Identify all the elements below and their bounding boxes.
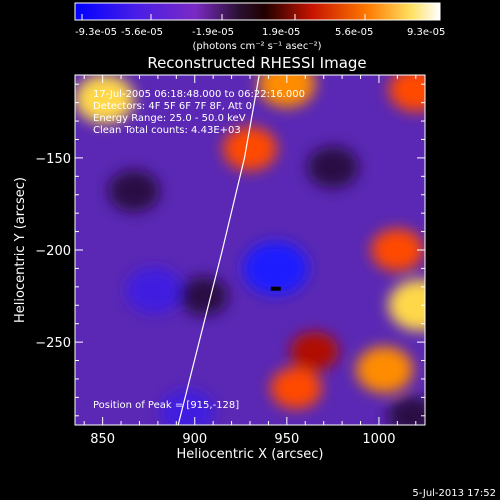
colorbar-tick-label: 9.3e-05 [407, 27, 445, 38]
intensity-blob [388, 75, 425, 112]
colorbar-gradient [74, 2, 441, 21]
intensity-blob [371, 228, 424, 272]
colorbar-ticks [81, 14, 437, 20]
peak-position-annotation: Position of Peak = [915,-128] [93, 400, 239, 411]
colorbar-tick-label: 1.9e-05 [262, 27, 300, 38]
time-range-annotation: 17-Jul-2005 06:18:48.000 to 06:22:16.000 [93, 89, 305, 100]
colorbar: -9.3e-05 -5.6e-05 -1.9e-05 1.9e-05 5.6e-… [74, 2, 445, 52]
intensity-blob [75, 75, 135, 124]
y-tick-label: −150 [35, 152, 71, 167]
colorbar-tick-label: -1.9e-05 [192, 27, 234, 38]
x-axis-ticks: 850 900 950 1000 [83, 75, 417, 447]
intensity-blob [125, 267, 183, 314]
intensity-blob [387, 396, 425, 425]
intensity-blob [356, 346, 413, 393]
intensity-blob [258, 75, 316, 108]
x-axis-label: Heliocentric X (arcsec) [177, 447, 324, 462]
clean-annotation: Clean Total counts: 4.43E+03 [93, 125, 241, 136]
energy-annotation: Energy Range: 25.0 - 50.0 keV [93, 113, 246, 124]
y-axis-label: Heliocentric Y (arcsec) [13, 177, 28, 323]
intensity-blob [108, 170, 160, 212]
timestamp: 5-Jul-2013 17:52 [412, 488, 496, 499]
x-tick-label: 1000 [362, 432, 395, 447]
intensity-blob [243, 241, 309, 296]
x-tick-label: 900 [182, 432, 207, 447]
intensity-blob [160, 390, 215, 425]
intensity-blob [179, 276, 229, 316]
y-tick-label: −250 [35, 336, 71, 351]
intensity-map [75, 75, 425, 425]
intensity-blob [307, 146, 359, 188]
intensity-blob [290, 331, 339, 371]
y-axis-ticks: −150 −200 −250 [35, 83, 425, 417]
peak-marker [270, 286, 281, 291]
intensity-blob [223, 126, 277, 171]
y-tick-label: −200 [35, 244, 71, 259]
x-tick-label: 950 [274, 432, 299, 447]
plot-area: 850 900 950 1000 −150 −200 −250 [35, 74, 426, 447]
colorbar-units: (photons cm⁻² s⁻¹ asec⁻²) [192, 41, 321, 52]
intensity-blob [270, 367, 322, 409]
chart-title: Reconstructed RHESSI Image [147, 54, 366, 72]
x-tick-label: 850 [90, 432, 115, 447]
detectors-annotation: Detectors: 4F 5F 6F 7F 8F, Att 0 [93, 101, 252, 112]
solar-limb-line [177, 75, 260, 425]
colorbar-tick-label: 5.6e-05 [335, 27, 373, 38]
colorbar-tick-label: -5.6e-05 [121, 27, 163, 38]
colorbar-tick-label: -9.3e-05 [75, 27, 117, 38]
intensity-blob [388, 279, 425, 331]
